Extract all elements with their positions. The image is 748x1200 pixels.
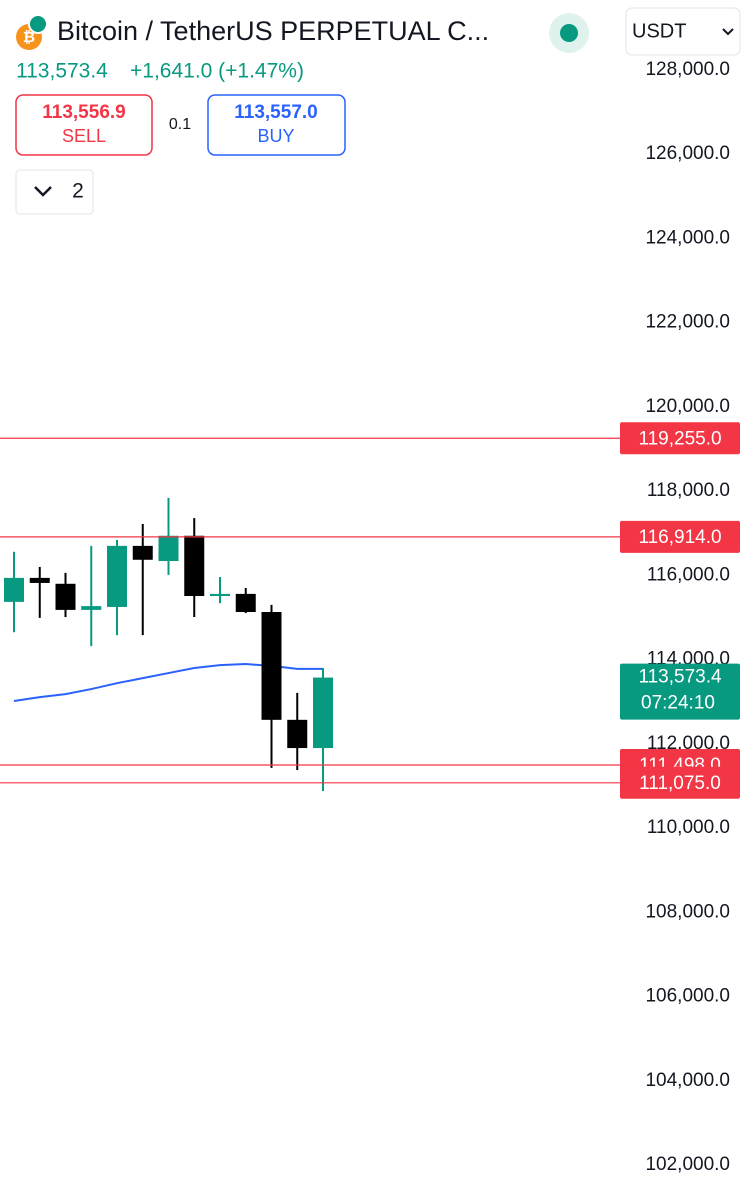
candle-body — [132, 545, 153, 560]
last-price-tag — [620, 663, 740, 720]
y-tick-label: 128,000.0 — [645, 59, 730, 80]
candle-body — [210, 593, 230, 596]
dropdown-arrow — [722, 28, 734, 36]
sell-button[interactable] — [15, 94, 153, 156]
y-tick-label: 120,000.0 — [645, 396, 730, 417]
candle-body — [81, 606, 102, 610]
y-tick-label: 116,000.0 — [647, 564, 730, 585]
buy-price: 113,557.0 — [234, 102, 317, 123]
y-tick-label: 122,000.0 — [645, 312, 730, 333]
currency-label: USDT — [632, 20, 686, 42]
y-tick-label: 106,000.0 — [645, 986, 730, 1007]
y-tick-label: 112,000.0 — [647, 733, 730, 754]
candle-body — [235, 593, 256, 613]
collapse-count: 2 — [72, 180, 84, 203]
collapse-button[interactable] — [15, 169, 94, 215]
price-line-tag — [620, 766, 740, 799]
y-tick-label: 102,000.0 — [645, 1154, 730, 1175]
last-price-label: 113,573.4 — [638, 667, 722, 688]
candle-body — [287, 719, 308, 749]
price-change: +1,641.0 (+1.47%) — [130, 60, 304, 83]
candle-body — [158, 535, 179, 562]
price-line-label: 111,075.0 — [639, 773, 721, 794]
y-tick-label: 124,000.0 — [645, 227, 730, 248]
sell-price: 113,556.9 — [42, 102, 125, 123]
collapse-arrow — [34, 186, 52, 197]
countdown: 07:24:10 — [641, 693, 715, 714]
y-tick-label: 108,000.0 — [645, 901, 730, 922]
quantity: 0.1 — [169, 116, 191, 133]
plot: 128,000.0 126,000.0 124,000.0 122,000.0 120,… — [0, 59, 740, 1175]
price-line-tag — [620, 422, 740, 455]
buy-label: BUY — [257, 126, 294, 146]
coin-glyph: ₿ — [23, 29, 35, 46]
candle-body — [184, 535, 205, 596]
candle-body — [107, 545, 127, 607]
price-line-label: 119,255.0 — [638, 428, 721, 449]
price-line-label: 116,914.0 — [638, 527, 721, 548]
buy-button[interactable] — [207, 94, 346, 156]
candle-body — [261, 612, 282, 720]
candle-body — [29, 577, 50, 583]
candle-body — [313, 677, 333, 749]
symbol-title: Bitcoin / TetherUS PERPETUAL C... — [57, 16, 489, 46]
candle-body — [4, 577, 24, 602]
y-tick-label: 110,000.0 — [647, 817, 730, 838]
last-price: 113,573.4 — [16, 60, 108, 83]
exchange-icon — [28, 14, 48, 34]
price-line-tag — [620, 520, 740, 553]
candle-body — [55, 583, 76, 610]
currency-select[interactable] — [625, 7, 741, 56]
y-tick-label: 126,000.0 — [645, 143, 730, 164]
y-tick-label: 104,000.0 — [645, 1070, 730, 1091]
status-dot[interactable] — [560, 24, 578, 42]
sell-label: SELL — [62, 126, 106, 146]
y-tick-label: 118,000.0 — [647, 480, 730, 501]
